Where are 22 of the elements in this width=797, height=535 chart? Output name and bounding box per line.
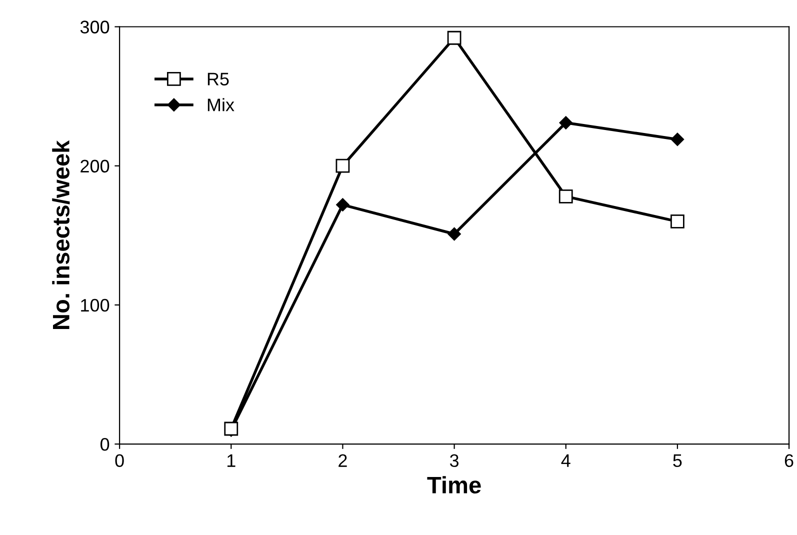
x-axis-title: Time [427, 476, 481, 494]
point [559, 116, 572, 130]
y-tick-label: 0 [100, 438, 110, 451]
y-axis-title: No. insects/week [52, 140, 70, 329]
x-tick-label: 3 [450, 454, 459, 468]
legend-label: Mix [208, 98, 234, 112]
x-tick-label: 2 [338, 454, 347, 467]
point [336, 158, 350, 173]
x-tick-label: 4 [561, 454, 570, 467]
point [448, 227, 461, 241]
point [670, 132, 684, 146]
x-tick-label: 5 [673, 454, 682, 468]
y-tick-label: 100 [81, 298, 110, 312]
point [447, 30, 462, 45]
y-tick-label: 200 [80, 160, 110, 173]
x-tick-label: 6 [784, 454, 794, 468]
point [558, 190, 573, 204]
y-tick-label: 300 [80, 20, 110, 34]
point [336, 198, 350, 212]
x-tick-label: 1 [227, 454, 236, 467]
legend-label: R5 [208, 72, 229, 86]
x-tick-label: 0 [115, 454, 124, 468]
